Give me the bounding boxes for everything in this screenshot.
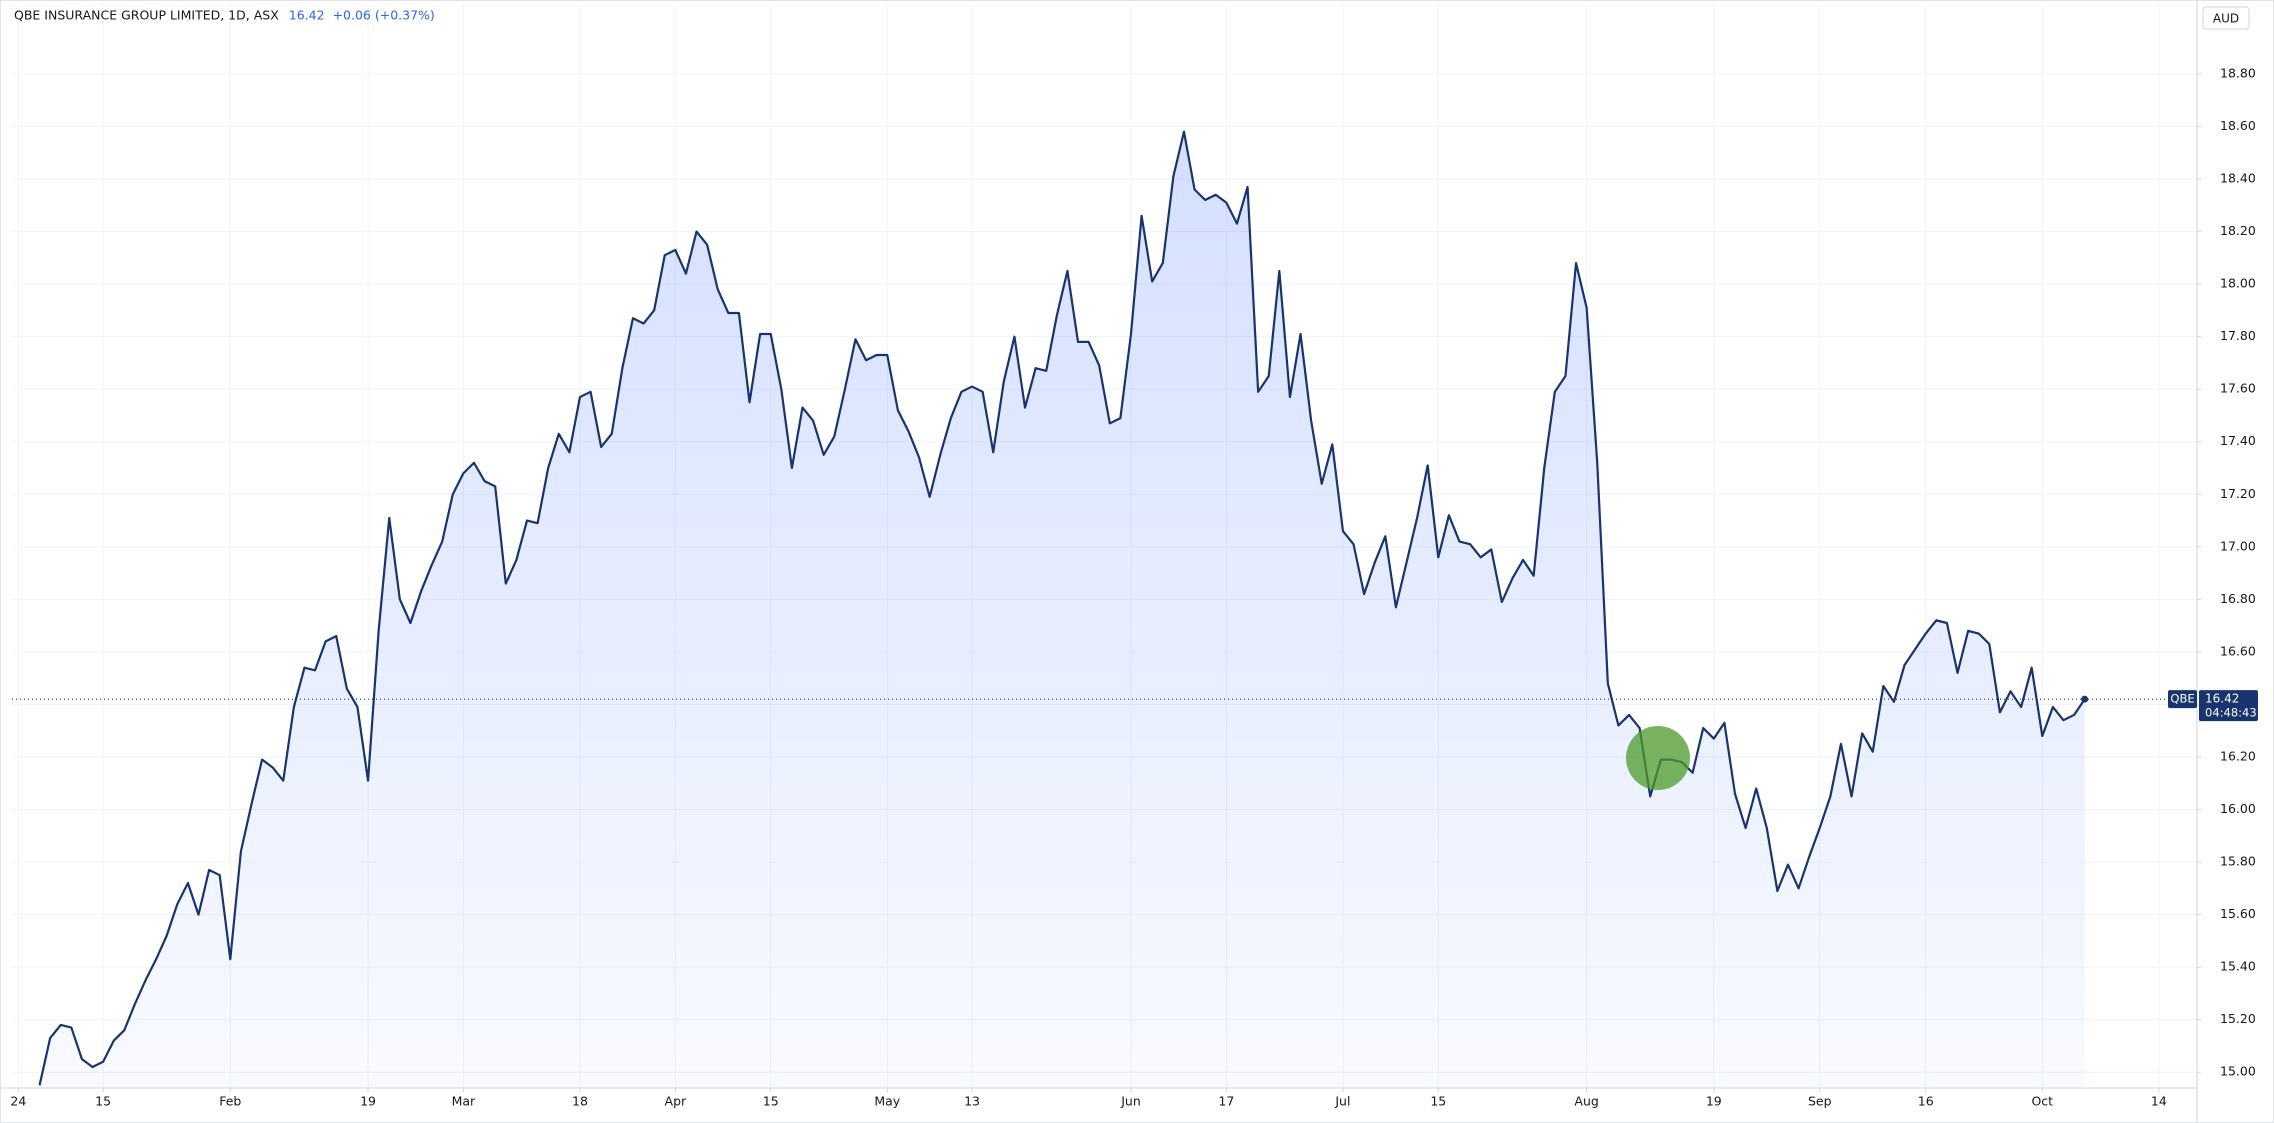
x-tick-label: 14 <box>2151 1094 2167 1109</box>
x-tick-label: 13 <box>964 1094 980 1109</box>
price-change: +0.06 (+0.37%) <box>333 8 435 23</box>
x-tick-label: Aug <box>1574 1094 1598 1109</box>
symbol-badge <box>2168 690 2197 709</box>
y-tick-label: 15.00 <box>2220 1064 2256 1079</box>
x-tick-label: Jul <box>1334 1094 1350 1109</box>
x-tick-label: Apr <box>665 1094 687 1109</box>
price-badge-label: 16.42 <box>2205 692 2239 706</box>
x-tick-label: Oct <box>2031 1094 2053 1109</box>
x-tick-label: Jun <box>1120 1094 1141 1109</box>
y-tick-label: 18.00 <box>2220 276 2256 291</box>
y-tick-label: 17.40 <box>2220 433 2256 448</box>
x-tick-label: 15 <box>1430 1094 1446 1109</box>
symbol-title: QBE INSURANCE GROUP LIMITED, 1D, ASX <box>14 8 279 23</box>
plot <box>12 130 2197 1089</box>
area-fill <box>39 131 2085 1089</box>
legend-header: QBE INSURANCE GROUP LIMITED, 1D, ASX 16.… <box>14 8 435 23</box>
y-tick-label: 17.20 <box>2220 486 2256 501</box>
x-tick-label: 19 <box>1706 1094 1722 1109</box>
currency-label[interactable]: AUD <box>2213 12 2239 26</box>
x-tick-label: 16 <box>1918 1094 1934 1109</box>
x-tick-label: 15 <box>763 1094 779 1109</box>
x-tick-label: 17 <box>1218 1094 1234 1109</box>
currency-button[interactable] <box>2202 6 2250 30</box>
y-tick-label: 15.20 <box>2220 1011 2256 1026</box>
y-tick-label: 18.80 <box>2220 65 2256 80</box>
y-tick-label: 15.60 <box>2220 906 2256 921</box>
y-tick-label: 17.00 <box>2220 538 2256 553</box>
y-tick-label: 15.40 <box>2220 959 2256 974</box>
y-tick-label: 17.60 <box>2220 381 2256 396</box>
x-tick-label: 19 <box>360 1094 376 1109</box>
x-tick-label: 24 <box>10 1094 26 1109</box>
price-badge <box>2199 690 2258 722</box>
annotation-marker <box>1626 726 1690 790</box>
countdown-label: 04:48:43 <box>2205 706 2257 720</box>
price-line <box>38 130 2086 1086</box>
x-tick-label: Sep <box>1808 1094 1832 1109</box>
x-tick-label: Mar <box>452 1094 476 1109</box>
y-tick-label: 18.20 <box>2220 223 2256 238</box>
y-tick-label: 15.80 <box>2220 854 2256 869</box>
y-tick-label: 18.60 <box>2220 118 2256 133</box>
x-tick-label: Feb <box>219 1094 241 1109</box>
y-tick-label: 16.60 <box>2220 643 2256 658</box>
y-tick-label: 17.80 <box>2220 328 2256 343</box>
last-point <box>2081 695 2089 703</box>
y-tick-label: 18.40 <box>2220 171 2256 186</box>
last-price: 16.42 <box>289 8 325 23</box>
x-tick-label: 15 <box>95 1094 111 1109</box>
y-tick-label: 16.00 <box>2220 801 2256 816</box>
x-tick-label: 18 <box>572 1094 588 1109</box>
symbol-badge-label: QBE <box>2170 692 2194 706</box>
x-tick-label: May <box>874 1094 900 1109</box>
y-tick-label: 16.20 <box>2220 748 2256 763</box>
y-tick-label: 16.80 <box>2220 591 2256 606</box>
axis-labels: 15.0015.2015.4015.6015.8016.0016.2016.40… <box>10 65 2258 1109</box>
